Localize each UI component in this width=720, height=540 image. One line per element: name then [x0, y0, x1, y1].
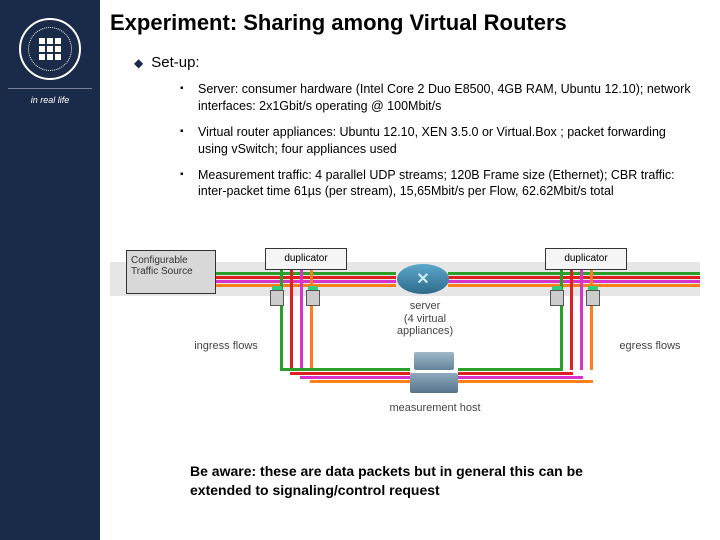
sidebar: in real life: [0, 0, 100, 540]
slide-content: Experiment: Sharing among Virtual Router…: [110, 10, 710, 209]
flow-drop: [280, 270, 283, 370]
flow-drop: [300, 270, 303, 370]
duplicator-left: duplicator: [265, 248, 347, 270]
bullet-item: Measurement traffic: 4 parallel UDP stre…: [180, 167, 710, 201]
server-label-sub: (4 virtual appliances): [397, 313, 453, 338]
probe-icon: [306, 290, 320, 306]
flow-line: [448, 280, 700, 283]
bullet-list: Server: consumer hardware (Intel Core 2 …: [180, 81, 710, 200]
flow-line: [216, 276, 396, 279]
probe-icon: [586, 290, 600, 306]
traffic-source-box: Configurable Traffic Source: [126, 250, 216, 294]
setup-heading: Set-up:: [134, 54, 710, 71]
flow-line: [458, 380, 593, 383]
duplicator-right: duplicator: [545, 248, 627, 270]
footer-lead: Be aware:: [190, 463, 260, 479]
server-label: server (4 virtual appliances): [375, 300, 475, 338]
flow-drop: [590, 270, 593, 370]
flow-drop: [570, 270, 573, 370]
flow-line: [310, 380, 410, 383]
flow-line: [458, 376, 583, 379]
probe-icon: [550, 290, 564, 306]
tagline: in real life: [8, 88, 92, 105]
flow-drop: [310, 270, 313, 370]
flow-drop: [560, 270, 563, 370]
server-label-text: server: [410, 300, 441, 312]
flow-line: [216, 280, 396, 283]
probe-icon: [270, 290, 284, 306]
bullet-item: Server: consumer hardware (Intel Core 2 …: [180, 81, 710, 115]
router-icon: [397, 264, 449, 294]
slide-title: Experiment: Sharing among Virtual Router…: [110, 10, 710, 36]
flow-line: [300, 376, 410, 379]
institution-logo: [19, 18, 81, 80]
flow-line: [448, 276, 700, 279]
flow-line: [458, 368, 563, 371]
egress-label: egress flows: [610, 340, 690, 353]
flow-line: [290, 372, 410, 375]
flow-drop: [290, 270, 293, 370]
measurement-host-icon: [410, 352, 458, 398]
measurement-host-label: measurement host: [380, 402, 490, 415]
flow-line: [280, 368, 410, 371]
flow-line: [458, 372, 573, 375]
ingress-label: ingress flows: [186, 340, 266, 353]
flow-line: [216, 284, 396, 287]
flow-line: [448, 272, 700, 275]
bullet-item: Virtual router appliances: Ubuntu 12.10,…: [180, 124, 710, 158]
footer-note: Be aware: these are data packets but in …: [190, 462, 620, 500]
network-diagram: Configurable Traffic Source duplicator d…: [110, 230, 700, 430]
flow-drop: [580, 270, 583, 370]
flow-line: [448, 284, 700, 287]
flow-line: [216, 272, 396, 275]
